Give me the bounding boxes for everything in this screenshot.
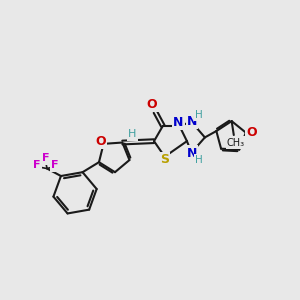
Text: F: F: [51, 160, 58, 170]
Text: F: F: [42, 153, 50, 163]
Text: S: S: [160, 153, 169, 167]
Text: N: N: [187, 147, 197, 160]
Text: N: N: [187, 115, 197, 128]
Text: O: O: [96, 135, 106, 148]
Text: N: N: [173, 116, 183, 129]
Text: CH₃: CH₃: [227, 137, 245, 148]
Text: H: H: [195, 110, 203, 120]
Text: O: O: [246, 126, 256, 139]
Text: H: H: [195, 155, 203, 165]
Text: O: O: [147, 98, 158, 111]
Text: H: H: [128, 129, 136, 140]
Text: F: F: [33, 160, 40, 170]
